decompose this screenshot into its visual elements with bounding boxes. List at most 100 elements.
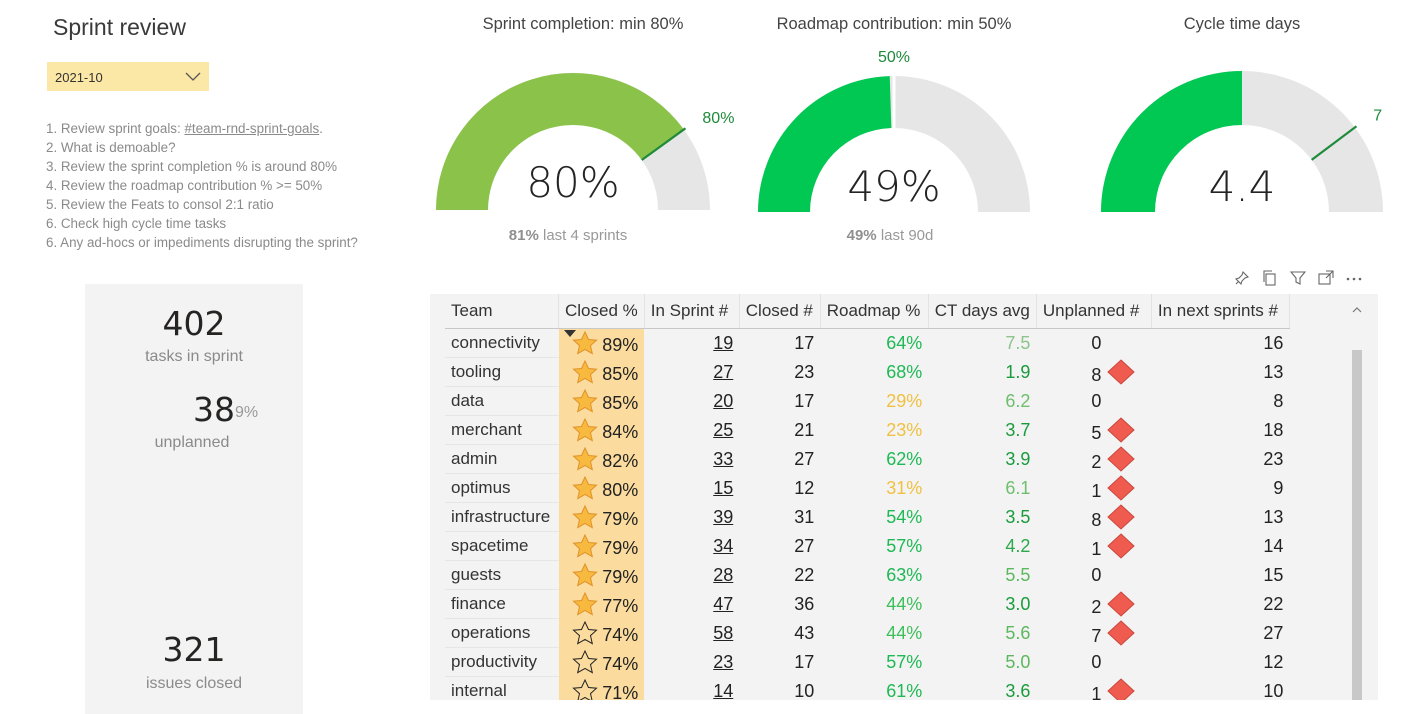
cell-ct-days-value: 5.5	[1005, 564, 1031, 585]
cell-in-sprint-link[interactable]: 34	[644, 532, 739, 561]
gauge-target-label: 80%	[702, 110, 734, 127]
cell-roadmap-pct-value: 68%	[886, 361, 923, 382]
column-header-in-sprint[interactable]: In Sprint #	[644, 294, 740, 329]
cell-roadmap-pct-value: 64%	[886, 332, 923, 353]
cell-in-sprint-link[interactable]: 58	[644, 619, 739, 648]
table-row[interactable]: guests 79% 28 22 63% 5.5 0 15	[445, 560, 1289, 590]
cell-unplanned: 2	[1036, 445, 1151, 474]
cell-closed-pct-value: 85%	[602, 392, 639, 413]
cell-in-sprint-link[interactable]: 20	[644, 387, 739, 416]
cell-closed-pct: 80%	[558, 473, 645, 503]
table-row[interactable]: infrastructure 79% 39 31 54% 3.5 8 13	[445, 502, 1289, 532]
focus-mode-icon[interactable]	[1318, 270, 1334, 286]
table-row[interactable]: data 85% 20 17 29% 6.2 0 8	[445, 386, 1289, 416]
cell-in-sprint-link-value[interactable]: 39	[713, 506, 734, 527]
cell-closed: 10	[739, 677, 820, 701]
cell-ct-days: 4.2	[928, 532, 1036, 561]
filter-icon[interactable]	[1289, 270, 1307, 286]
pin-icon[interactable]	[1234, 270, 1250, 286]
cell-in-sprint-link-value[interactable]: 58	[713, 622, 734, 643]
table-scrollbar[interactable]	[1350, 296, 1364, 700]
more-options-icon[interactable]	[1346, 270, 1362, 286]
cell-closed: 17	[739, 387, 820, 416]
cell-team: data	[445, 386, 559, 416]
cell-roadmap-pct: 64%	[820, 329, 928, 358]
cell-unplanned: 0	[1036, 329, 1151, 358]
red-diamond-flag-icon	[1107, 445, 1136, 472]
table-row[interactable]: optimus 80% 15 12 31% 6.1 1 9	[445, 473, 1289, 503]
agenda-channel-link[interactable]: #team-rnd-sprint-goals	[184, 121, 320, 136]
cell-in-sprint-link[interactable]: 14	[644, 677, 739, 701]
cell-ct-days: 5.6	[928, 619, 1036, 648]
cell-team-value: spacetime	[451, 536, 529, 555]
cell-closed-pct: 84%	[558, 415, 645, 445]
cell-in-sprint-link-value[interactable]: 28	[713, 564, 734, 585]
table-row[interactable]: finance 77% 47 36 44% 3.0 2 22	[445, 589, 1289, 619]
cell-in-sprint-link-value[interactable]: 34	[713, 535, 734, 556]
cell-ct-days: 3.5	[928, 503, 1036, 532]
cell-in-sprint-link-value[interactable]: 15	[713, 477, 734, 498]
table-row[interactable]: admin 82% 33 27 62% 3.9 2 23	[445, 444, 1289, 474]
cell-next-sprints-value: 23	[1263, 448, 1284, 469]
cell-in-sprint-link-value[interactable]: 19	[713, 332, 734, 353]
cell-team: optimus	[445, 473, 559, 503]
cell-in-sprint-link[interactable]: 33	[644, 445, 739, 474]
table-row[interactable]: productivity 74% 23 17 57% 5.0 0 12	[445, 647, 1289, 677]
column-header-ct-days[interactable]: CT days avg	[928, 294, 1037, 329]
cell-team: guests	[445, 560, 559, 590]
cell-in-sprint-link-value[interactable]: 20	[713, 390, 734, 411]
gauge-footer-value: 49%	[846, 227, 877, 244]
red-diamond-flag-icon	[1107, 416, 1136, 443]
date-slicer-dropdown[interactable]: 2021-10	[47, 62, 209, 91]
cell-in-sprint-link-value[interactable]: 33	[713, 448, 734, 469]
cell-closed-pct: 85%	[558, 386, 645, 416]
cell-in-sprint-link-value[interactable]: 23	[713, 651, 734, 672]
cell-next-sprints-value: 14	[1263, 535, 1284, 556]
cell-in-sprint-link-value[interactable]: 14	[713, 680, 734, 701]
gauge-sprint-completion: 80%	[436, 73, 734, 210]
cell-unplanned-value: 8	[1091, 509, 1102, 530]
column-header-closed[interactable]: Closed #	[739, 294, 821, 329]
cell-unplanned: 8	[1036, 503, 1151, 532]
cell-in-sprint-link[interactable]: 25	[644, 416, 739, 445]
cell-team-value: connectivity	[451, 333, 540, 352]
column-header-closed-pct[interactable]: Closed %	[558, 294, 645, 337]
cell-in-sprint-link[interactable]: 27	[644, 358, 739, 387]
table-row[interactable]: connectivity 89% 19 17 64% 7.5 0 16	[445, 328, 1289, 358]
scrollbar-thumb	[1352, 350, 1362, 700]
cell-in-sprint-link[interactable]: 23	[644, 648, 739, 677]
cell-next-sprints: 10	[1151, 677, 1289, 701]
cell-in-sprint-link[interactable]: 47	[644, 590, 739, 619]
column-header-roadmap-pct[interactable]: Roadmap %	[820, 294, 929, 329]
table-row[interactable]: tooling 85% 27 23 68% 1.9 8 13	[445, 357, 1289, 387]
table-row[interactable]: merchant 84% 25 21 23% 3.7 5 18	[445, 415, 1289, 445]
table-row[interactable]: operations 74% 58 43 44% 5.6 7 27	[445, 618, 1289, 648]
copy-icon[interactable]	[1262, 270, 1278, 286]
cell-in-sprint-link[interactable]: 39	[644, 503, 739, 532]
cell-in-sprint-link-value[interactable]: 25	[713, 419, 734, 440]
cell-roadmap-pct: 44%	[820, 619, 928, 648]
column-header-next-sprints[interactable]: In next sprints #	[1151, 294, 1290, 329]
cell-unplanned-value: 0	[1091, 564, 1102, 585]
cell-unplanned-value: 0	[1091, 332, 1102, 353]
cell-ct-days-value: 4.2	[1005, 535, 1031, 556]
cell-ct-days-value: 3.6	[1005, 680, 1031, 701]
cell-team: infrastructure	[445, 502, 559, 532]
cell-in-sprint-link[interactable]: 15	[644, 474, 739, 503]
table-row[interactable]: internal 71% 14 10 61% 3.6 1 10	[445, 676, 1289, 701]
cell-in-sprint-link[interactable]: 28	[644, 561, 739, 590]
cell-in-sprint-link-value[interactable]: 27	[713, 361, 734, 382]
cell-in-sprint-link-value[interactable]: 47	[713, 593, 734, 614]
cell-next-sprints: 8	[1151, 387, 1289, 416]
table-row[interactable]: spacetime 79% 34 27 57% 4.2 1 14	[445, 531, 1289, 561]
cell-roadmap-pct: 57%	[820, 532, 928, 561]
gauge-footer-text: last 4 sprints	[543, 227, 628, 244]
cell-closed-value: 23	[794, 361, 815, 382]
column-header-team[interactable]: Team	[445, 294, 559, 329]
star-filled-icon	[572, 533, 598, 558]
cell-roadmap-pct: 54%	[820, 503, 928, 532]
agenda-item: 6. Check high cycle time tasks	[46, 214, 358, 233]
agenda-item: 1. Review sprint goals: #team-rnd-sprint…	[46, 119, 358, 138]
column-header-unplanned[interactable]: Unplanned #	[1036, 294, 1152, 329]
cell-in-sprint-link[interactable]: 19	[644, 329, 739, 358]
